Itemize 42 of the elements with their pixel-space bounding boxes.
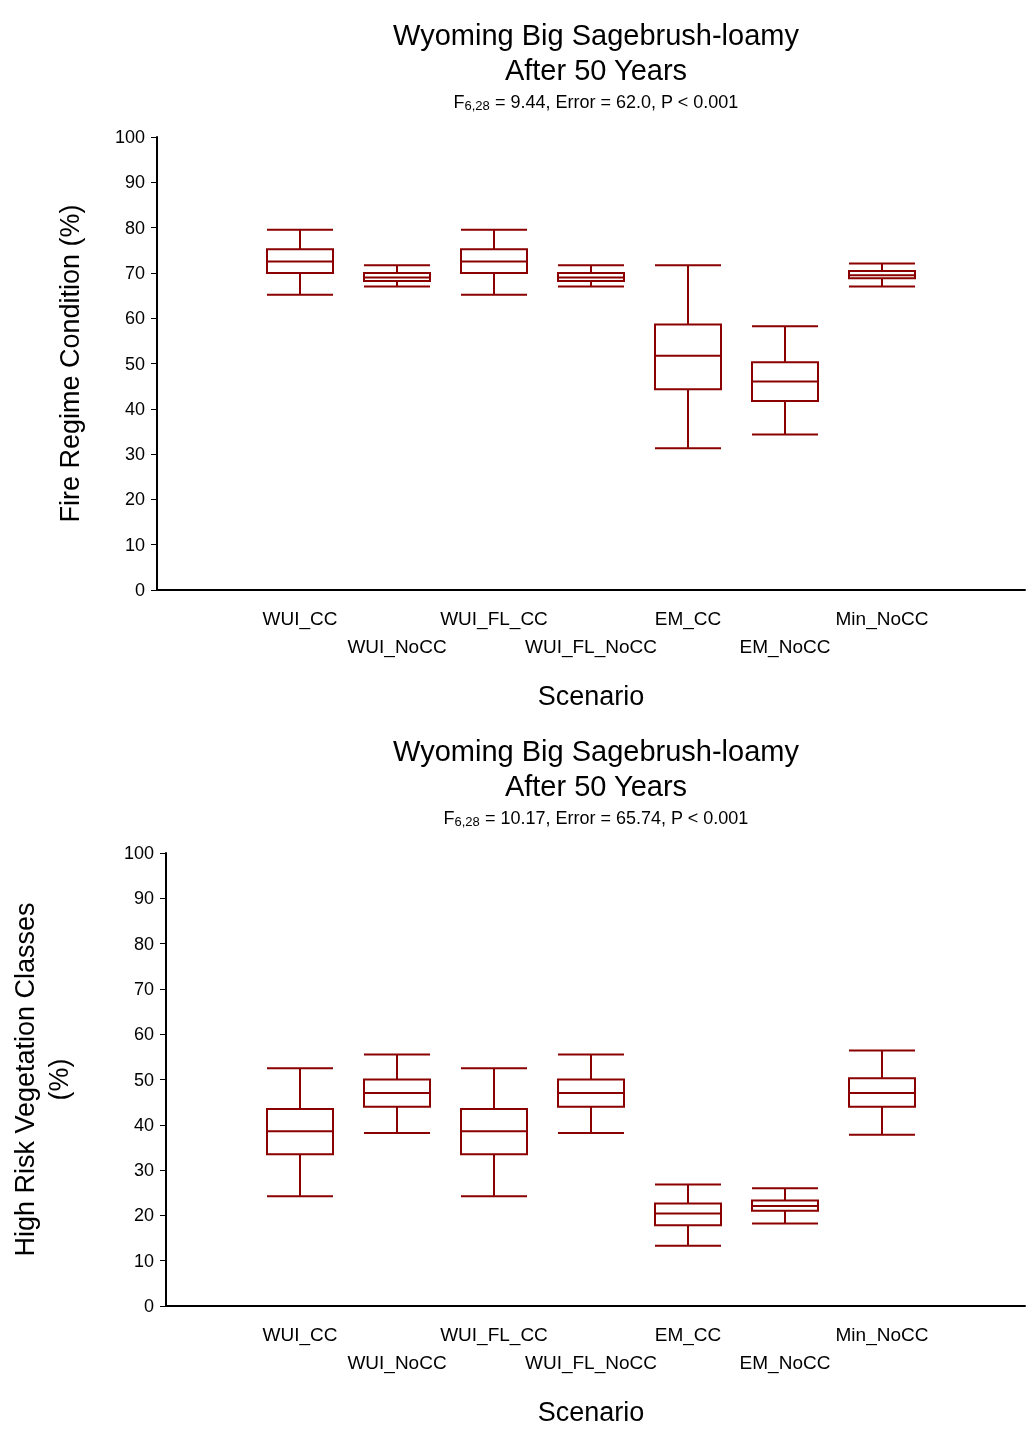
y-tick-label: 10 — [124, 534, 145, 555]
x-tick-label: WUI_CC — [262, 607, 338, 630]
x-tick-label: WUI_FL_NoCC — [525, 1351, 657, 1374]
y-tick-label: 100 — [114, 127, 145, 147]
y-tick-label: 0 — [143, 1296, 154, 1316]
y-tick-label: 90 — [133, 888, 154, 909]
y-tick-label: 100 — [123, 843, 154, 863]
y-tick-label: 50 — [133, 1069, 154, 1090]
x-tick-label: Min_NoCC — [835, 1323, 929, 1346]
y-tick-label: 70 — [124, 262, 145, 283]
y-tick-label: 30 — [124, 444, 145, 465]
y-tick-label: 90 — [124, 172, 145, 193]
x-tick-label: EM_CC — [654, 607, 722, 630]
x-tick-label: WUI_FL_NoCC — [525, 635, 657, 658]
x-axis-title: Scenario — [537, 1396, 645, 1427]
y-tick-label: 80 — [133, 933, 154, 954]
y-tick-label: 20 — [133, 1205, 154, 1226]
x-tick-label: WUI_NoCC — [347, 635, 447, 658]
y-axis-title: High Risk Vegetation Classes (%) — [10, 902, 74, 1257]
y-tick-label: 20 — [124, 489, 145, 510]
y-tick-label: 40 — [133, 1114, 154, 1135]
x-axis-title: Scenario — [537, 680, 645, 711]
chart-title: Wyoming Big Sagebrush-loamy After 50 Years — [393, 734, 800, 802]
x-tick-label: EM_CC — [654, 1323, 722, 1346]
y-tick-label: 50 — [124, 353, 145, 374]
y-tick-label: 80 — [124, 217, 145, 238]
y-tick-label: 70 — [133, 978, 154, 999]
y-tick-label: 60 — [133, 1024, 154, 1045]
y-tick-label: 60 — [124, 308, 145, 329]
y-tick-label: 30 — [133, 1160, 154, 1181]
y-tick-label: 0 — [134, 580, 145, 600]
y-tick-label: 40 — [124, 398, 145, 419]
chart-title: Wyoming Big Sagebrush-loamy After 50 Years — [393, 18, 800, 86]
x-tick-label: Min_NoCC — [835, 607, 929, 630]
x-tick-label: WUI_FL_CC — [440, 1323, 548, 1346]
y-axis-title: Fire Regime Condition (%) — [55, 204, 85, 523]
y-tick-label: 10 — [133, 1250, 154, 1271]
x-tick-label: WUI_FL_CC — [440, 607, 548, 630]
x-tick-label: WUI_NoCC — [347, 1351, 447, 1374]
x-tick-label: WUI_CC — [262, 1323, 338, 1346]
x-tick-label: EM_NoCC — [739, 1351, 831, 1374]
x-tick-label: EM_NoCC — [739, 635, 831, 658]
